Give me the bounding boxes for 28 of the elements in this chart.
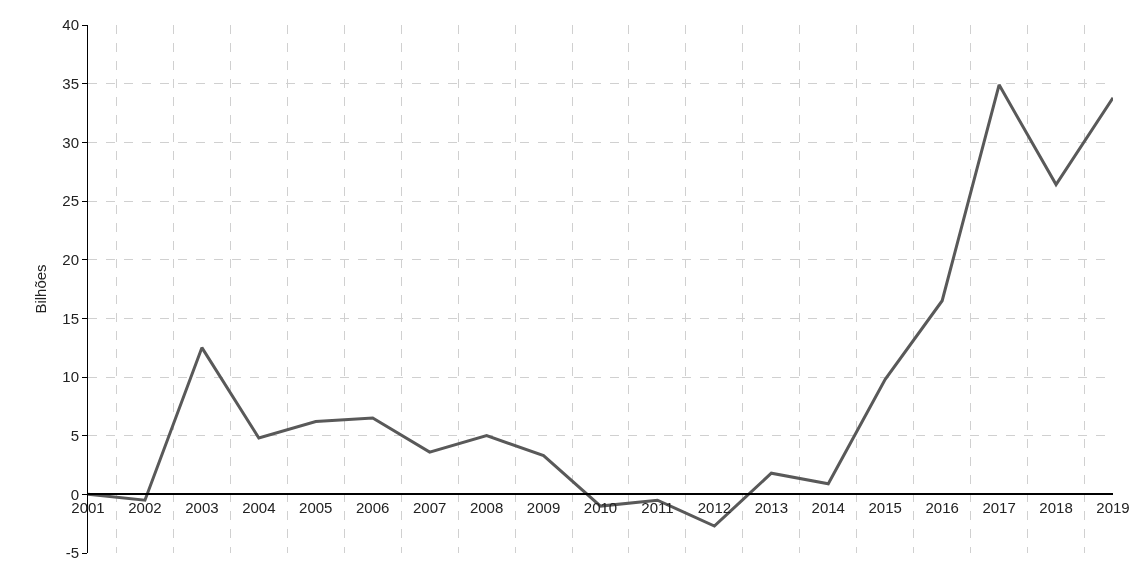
y-tick-label: 5 — [70, 426, 79, 444]
x-tick-label: 2007 — [412, 499, 447, 517]
x-tick-label: 2016 — [925, 499, 959, 517]
x-tick-label: 2017 — [982, 499, 1016, 517]
x-tick-label: 2011 — [641, 499, 674, 517]
y-tick-label: -5 — [65, 544, 79, 562]
y-tick-label: 40 — [62, 16, 79, 34]
y-tick-label: 25 — [62, 192, 79, 210]
x-tick-label: 2014 — [811, 499, 845, 517]
y-tick-label: 30 — [62, 133, 79, 151]
x-tick-label: 2012 — [697, 499, 732, 517]
y-tick-label: 10 — [62, 368, 79, 386]
x-tick-label: 2008 — [469, 499, 504, 517]
x-tick-label: 2018 — [1039, 499, 1073, 517]
y-tick-label: 15 — [62, 309, 79, 327]
x-tick-label: 2013 — [754, 499, 789, 517]
x-tick-label: 2004 — [242, 499, 276, 517]
x-tick-label: 2005 — [299, 499, 333, 517]
x-tick-label: 2002 — [128, 499, 162, 517]
y-tick-label: 0 — [70, 485, 79, 503]
x-tick-label: 2019 — [1096, 499, 1130, 517]
y-axis-title: Bilhões — [31, 264, 49, 314]
x-tick-label: 2006 — [356, 499, 390, 517]
y-tick-label: 35 — [62, 74, 79, 92]
x-tick-label: 2009 — [526, 499, 561, 517]
x-tick-label: 2003 — [185, 499, 219, 517]
x-tick-label: 2015 — [868, 499, 902, 517]
y-tick-label: 20 — [62, 250, 79, 268]
